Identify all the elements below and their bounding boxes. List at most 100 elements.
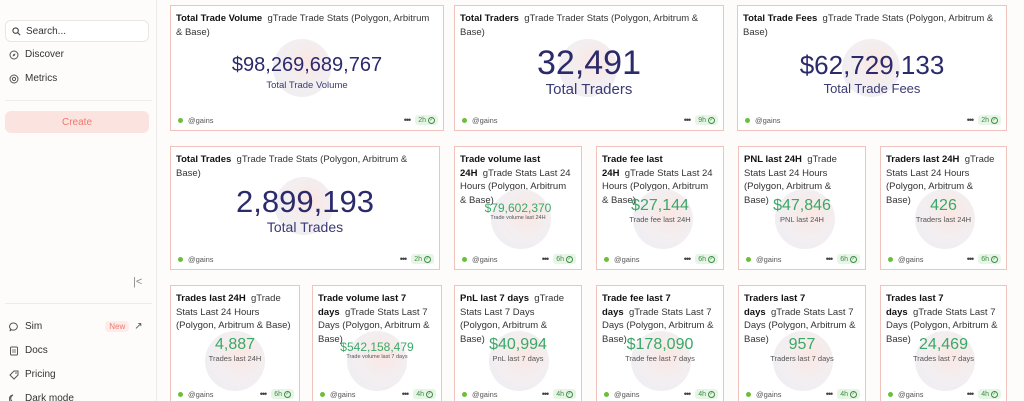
refresh-age-badge[interactable]: 9h ✓ [695, 115, 718, 125]
metric-card-trade-fee-7d[interactable]: Trade fee last 7 days gTrade Stats Last … [596, 285, 724, 401]
card-title-bold: Trade volume last 7 days [318, 293, 407, 318]
metric-card-traders-7d[interactable]: Traders last 7 days gTrade Stats Last 7 … [738, 285, 866, 401]
refresh-age-badge[interactable]: 4h ✓ [978, 389, 1001, 399]
sidebar-item-label: Pricing [25, 369, 56, 380]
refresh-age-badge[interactable]: 4h ✓ [413, 389, 436, 399]
metric-card-traders-24h[interactable]: Traders last 24H gTrade Stats Last 24 Ho… [880, 146, 1007, 270]
refresh-age-badge[interactable]: 2h ✓ [411, 254, 434, 264]
card-decoration-circle [273, 39, 331, 97]
refresh-age-badge[interactable]: 2h ✓ [978, 115, 1001, 125]
card-author[interactable]: @gains [188, 389, 214, 399]
metric-card-trade-volume-24h[interactable]: Trade volume last 24H gTrade Stats Last … [454, 146, 582, 270]
card-title: Trade fee last 7 days gTrade Stats Last … [602, 292, 715, 346]
more-options-icon[interactable]: ••• [259, 389, 268, 399]
refresh-age-badge[interactable]: 2h ✓ [415, 115, 438, 125]
refresh-age-badge[interactable]: 6h ✓ [837, 254, 860, 264]
card-value: $40,994 [489, 336, 547, 353]
sidebar-item-metrics[interactable]: Metrics [8, 73, 57, 84]
more-options-icon[interactable]: ••• [401, 389, 410, 399]
card-title-source: gTrade Stats Last 24 Hours (Polygon, Arb… [886, 154, 995, 206]
metric-card-total-trade-fees[interactable]: Total Trade Fees gTrade Trade Stats (Pol… [737, 5, 1007, 131]
card-title-bold: Trade volume last 24H [460, 154, 541, 179]
card-author[interactable]: @gains [756, 389, 782, 399]
card-author[interactable]: @gains [614, 254, 640, 264]
more-options-icon[interactable]: ••• [403, 115, 412, 125]
card-author[interactable]: @gains [614, 389, 640, 399]
age-text: 4h [416, 390, 424, 398]
refresh-age-badge[interactable]: 4h ✓ [553, 389, 576, 399]
card-author[interactable]: @gains [472, 254, 498, 264]
refresh-age-badge[interactable]: 6h ✓ [553, 254, 576, 264]
more-options-icon[interactable]: ••• [541, 254, 550, 264]
sidebar-divider [5, 100, 152, 101]
card-author[interactable]: @gains [898, 254, 924, 264]
tag-icon [8, 370, 20, 380]
sidebar-item-pricing[interactable]: Pricing [8, 369, 56, 380]
check-icon: ✓ [424, 255, 431, 263]
more-options-icon[interactable]: ••• [683, 254, 692, 264]
metric-card-trades-24h[interactable]: Trades last 24H gTrade Stats Last 24 Hou… [170, 285, 300, 401]
metric-card-total-trades[interactable]: Total Trades gTrade Trade Stats (Polygon… [170, 146, 440, 270]
refresh-age-badge[interactable]: 4h ✓ [837, 389, 860, 399]
metric-card-trade-fee-24h[interactable]: Trade fee last 24H gTrade Stats Last 24 … [596, 146, 724, 270]
metric-card-trades-7d[interactable]: Trades last 7 days gTrade Stats Last 7 D… [880, 285, 1007, 401]
refresh-age-badge[interactable]: 6h ✓ [271, 389, 294, 399]
card-title-source: gTrade Trade Stats (Polygon, Arbitrum & … [176, 13, 430, 38]
card-author[interactable]: @gains [755, 115, 781, 125]
sidebar-item-sim[interactable]: Sim New ↗ [8, 321, 143, 332]
card-decoration-circle [489, 331, 549, 391]
age-text: 4h [556, 390, 564, 398]
card-footer: @gains ••• 6h ✓ [178, 389, 294, 399]
card-author[interactable]: @gains [898, 389, 924, 399]
card-author[interactable]: @gains [188, 254, 214, 264]
author-avatar [888, 256, 893, 262]
card-title-bold: Traders last 7 days [744, 293, 806, 318]
metric-card-pnl-7d[interactable]: PnL last 7 days gTrade Stats Last 7 Days… [454, 285, 582, 401]
author-avatar [604, 256, 609, 262]
card-title: Trade volume last 7 days gTrade Stats La… [318, 292, 433, 346]
search-input[interactable] [26, 25, 136, 37]
card-value-label: Trade fee last 7 days [625, 354, 695, 363]
more-options-icon[interactable]: ••• [683, 115, 692, 125]
card-value-label: Trade volume last 7 days [346, 354, 408, 360]
metric-card-total-trade-volume[interactable]: Total Trade Volume gTrade Trade Stats (P… [170, 5, 444, 131]
card-value-block: 957 Traders last 7 days [739, 336, 865, 363]
sidebar-item-discover[interactable]: Discover [8, 49, 64, 60]
card-author[interactable]: @gains [756, 254, 782, 264]
author-avatar [462, 256, 467, 262]
author-avatar [746, 391, 751, 397]
more-options-icon[interactable]: ••• [683, 389, 692, 399]
create-button[interactable]: Create [5, 111, 149, 133]
sidebar-item-docs[interactable]: Docs [8, 345, 48, 356]
refresh-age-badge[interactable]: 6h ✓ [695, 254, 718, 264]
more-options-icon[interactable]: ••• [541, 389, 550, 399]
refresh-age-badge[interactable]: 6h ✓ [978, 254, 1001, 264]
refresh-age-badge[interactable]: 4h ✓ [695, 389, 718, 399]
metric-card-total-traders[interactable]: Total Traders gTrade Trader Stats (Polyg… [454, 5, 724, 131]
search-box[interactable] [5, 20, 149, 42]
sidebar-item-label: Sim [25, 321, 43, 332]
card-title-source: gTrade Stats Last 7 Days (Polygon, Arbit… [744, 306, 856, 345]
sidebar-item-dark-mode[interactable]: Dark mode [8, 393, 74, 401]
card-author[interactable]: @gains [330, 389, 356, 399]
card-title-bold: Traders last 24H [886, 154, 960, 165]
more-options-icon[interactable]: ••• [966, 115, 975, 125]
card-footer: @gains ••• 6h ✓ [604, 254, 718, 264]
card-author[interactable]: @gains [472, 389, 498, 399]
more-options-icon[interactable]: ••• [399, 254, 408, 264]
card-author[interactable]: @gains [472, 115, 498, 125]
external-link-icon: ↗ [134, 321, 143, 332]
card-value-block: 4,887 Trades last 24H [171, 336, 299, 363]
more-options-icon[interactable]: ••• [966, 254, 975, 264]
collapse-sidebar-icon[interactable]: |< [133, 276, 143, 288]
more-options-icon[interactable]: ••• [825, 389, 834, 399]
card-title-bold: Total Traders [460, 13, 519, 24]
more-options-icon[interactable]: ••• [966, 389, 975, 399]
card-author[interactable]: @gains [188, 115, 214, 125]
metric-card-trade-volume-7d[interactable]: Trade volume last 7 days gTrade Stats La… [312, 285, 442, 401]
card-value: 2,899,193 [236, 184, 374, 219]
check-icon: ✓ [708, 116, 715, 124]
metric-card-pnl-24h[interactable]: PNL last 24H gTrade Stats Last 24 Hours … [738, 146, 866, 270]
card-value: $98,269,689,767 [231, 54, 383, 76]
more-options-icon[interactable]: ••• [825, 254, 834, 264]
